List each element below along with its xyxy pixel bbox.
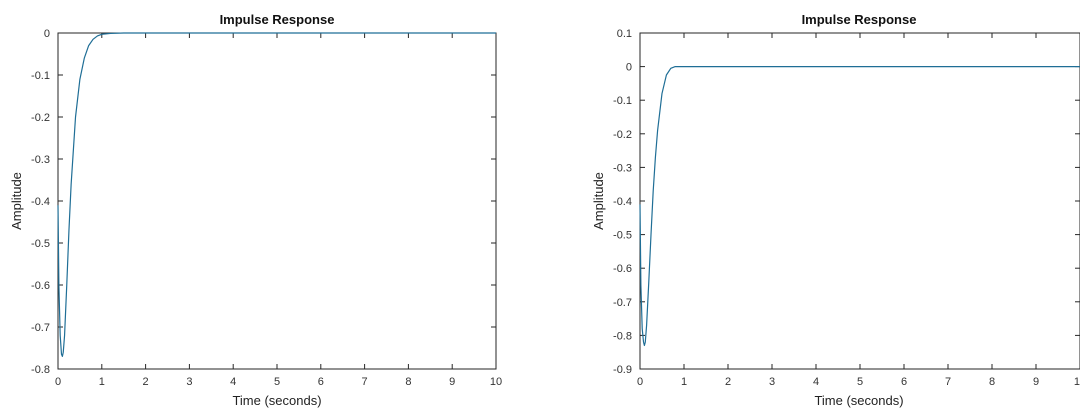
y-tick-label: -0.3 xyxy=(613,162,632,174)
y-tick-label: -0.5 xyxy=(31,238,50,250)
x-axis-label: Time (seconds) xyxy=(814,393,903,408)
y-tick-label: -0.4 xyxy=(613,196,632,208)
x-tick-label: 4 xyxy=(230,376,236,388)
x-tick-label: 5 xyxy=(274,376,280,388)
y-tick-label: -0.2 xyxy=(31,112,50,124)
x-axis-label: Time (seconds) xyxy=(232,393,321,408)
y-tick-label: -0.4 xyxy=(31,196,50,208)
y-tick-label: -0.1 xyxy=(613,95,632,107)
x-tick-label: 2 xyxy=(143,376,149,388)
y-tick-label: -0.3 xyxy=(31,154,50,166)
x-tick-label: 0 xyxy=(637,376,643,388)
chart-left: Impulse Response Time (seconds) Amplitud… xyxy=(9,12,502,408)
y-tick-label: -0.6 xyxy=(31,280,50,292)
y-axis-label: Amplitude xyxy=(591,172,606,230)
y-tick-label: -0.7 xyxy=(613,297,632,309)
x-tick-label: 3 xyxy=(186,376,192,388)
y-tick-label: -0.8 xyxy=(613,330,632,342)
y-tick-label: -0.5 xyxy=(613,230,632,242)
x-tick-label: 9 xyxy=(449,376,455,388)
x-tick-label: 8 xyxy=(989,376,995,388)
x-tick-label: 1 xyxy=(99,376,105,388)
y-ticks: 0.1 0 -0.1 -0.2 -0.3 -0.4 -0.5 -0.6 -0.7 -0.8 -0.9 xyxy=(613,28,1080,376)
y-tick-label: -0.6 xyxy=(613,263,632,275)
x-tick-label: 2 xyxy=(725,376,731,388)
x-tick-label: 9 xyxy=(1033,376,1039,388)
y-tick-label: -0.1 xyxy=(31,70,50,82)
x-tick-label: 8 xyxy=(405,376,411,388)
x-tick-label: 10 xyxy=(490,376,502,388)
series-layer xyxy=(57,32,496,357)
x-tick-label: 4 xyxy=(813,376,819,388)
y-ticks: 0 -0.1 -0.2 -0.3 -0.4 -0.5 -0.6 -0.7 -0.8 xyxy=(31,28,496,376)
y-axis-label: Amplitude xyxy=(9,172,24,230)
y-tick-label: -0.2 xyxy=(613,129,632,141)
y-tick-label: -0.7 xyxy=(31,322,50,334)
plot-area xyxy=(639,32,1080,370)
chart-right: Impulse Response Time (seconds) Amplitud… xyxy=(591,12,1080,408)
y-tick-label: 0 xyxy=(44,28,50,40)
x-ticks: 0 1 2 3 4 5 6 7 8 9 10 xyxy=(55,33,502,388)
x-tick-label: 10 xyxy=(1074,376,1080,388)
x-ticks: 0 1 2 3 4 5 6 7 8 9 10 xyxy=(637,33,1080,388)
x-tick-label: 6 xyxy=(318,376,324,388)
chart-title: Impulse Response xyxy=(802,12,917,27)
x-tick-label: 3 xyxy=(769,376,775,388)
series-layer xyxy=(639,65,1080,347)
y-tick-label: 0 xyxy=(626,62,632,74)
y-tick-label: -0.8 xyxy=(31,364,50,376)
series-line xyxy=(57,32,496,357)
x-tick-label: 1 xyxy=(681,376,687,388)
series-line xyxy=(639,65,1080,347)
y-tick-label: -0.9 xyxy=(613,364,632,376)
x-tick-label: 7 xyxy=(945,376,951,388)
x-tick-label: 6 xyxy=(901,376,907,388)
x-tick-label: 0 xyxy=(55,376,61,388)
x-tick-label: 7 xyxy=(362,376,368,388)
y-tick-label: 0.1 xyxy=(617,28,632,40)
plot-area xyxy=(57,32,497,370)
x-tick-label: 5 xyxy=(857,376,863,388)
chart-title: Impulse Response xyxy=(220,12,335,27)
